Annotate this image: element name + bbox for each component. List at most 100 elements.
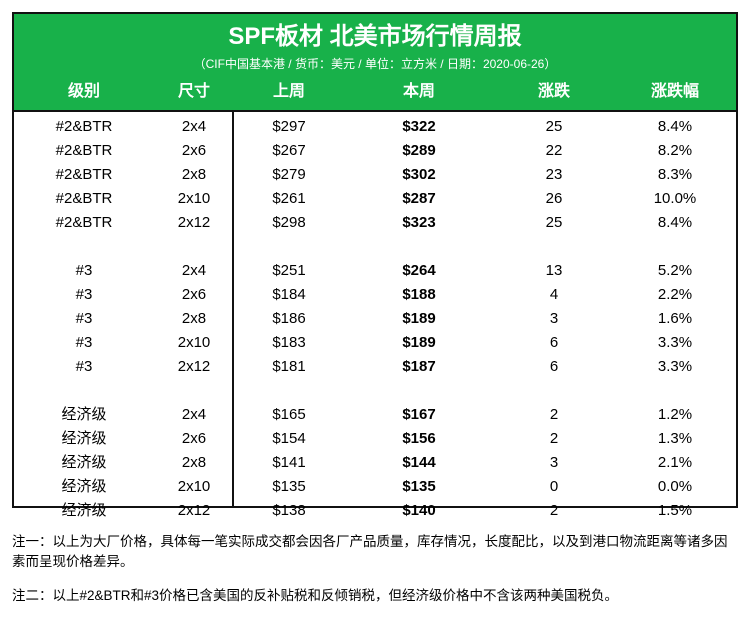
change-pct-cell: 8.4%	[657, 214, 693, 231]
this-week-cell: $289	[402, 142, 436, 159]
grade-cell: #3	[75, 358, 93, 375]
change-pct-cell: 10.0%	[653, 190, 697, 207]
grade-cell: #2&BTR	[55, 118, 113, 135]
change-pct-cell: 8.4%	[657, 118, 693, 135]
note-2: 注二：以上#2&BTR和#3价格已含美国的反补贴税和反倾销税，但经济级价格中不含…	[12, 588, 619, 603]
size-cell: 2x8	[181, 166, 207, 183]
table-row: #2&BTR 2x6 $267 $289 22 8.2%	[14, 139, 736, 163]
this-week-cell: $187	[402, 358, 436, 375]
change-cell: 6	[549, 358, 559, 375]
change-pct-cell: 1.2%	[657, 406, 693, 423]
table-row: #3 2x8 $186 $189 3 1.6%	[14, 307, 736, 331]
table-row: 经济级 2x8 $141 $144 3 2.1%	[14, 451, 736, 475]
this-week-cell: $144	[402, 454, 436, 471]
size-cell: 2x10	[177, 478, 211, 495]
last-week-cell: $154	[272, 430, 306, 447]
change-pct-cell: 8.2%	[657, 142, 693, 159]
change-pct-cell: 2.1%	[657, 454, 693, 471]
page-title: SPF板材 北美市场行情周报	[228, 23, 522, 50]
grade-cell: #2&BTR	[55, 166, 113, 183]
column-divider	[232, 112, 234, 506]
change-cell: 3	[549, 310, 559, 327]
change-cell: 2	[549, 430, 559, 447]
table-row: #3 2x10 $183 $189 6 3.3%	[14, 331, 736, 355]
grade-cell: #2&BTR	[55, 190, 113, 207]
this-week-cell: $188	[402, 286, 436, 303]
last-week-cell: $261	[272, 190, 306, 207]
grade-cell: 经济级	[61, 478, 107, 495]
change-pct-cell: 1.3%	[657, 430, 693, 447]
table-row: 经济级 2x12 $138 $140 2 1.5%	[14, 499, 736, 523]
last-week-cell: $138	[272, 502, 306, 519]
grade-cell: #2&BTR	[55, 142, 113, 159]
notes: 注一：以上为大厂价格，具体每一笔实际成交都会因各厂产品质量，库存情况，长度配比，…	[12, 532, 738, 620]
change-cell: 0	[549, 478, 559, 495]
table-row: #2&BTR 2x8 $279 $302 23 8.3%	[14, 163, 736, 187]
size-cell: 2x12	[177, 502, 211, 519]
grade-cell: #3	[75, 310, 93, 327]
change-pct-cell: 3.3%	[657, 334, 693, 351]
grade-cell: 经济级	[61, 406, 107, 423]
price-table: SPF板材 北美市场行情周报 （CIF中国基本港 / 货币：美元 / 单位：立方…	[12, 12, 738, 519]
size-cell: 2x4	[181, 406, 207, 423]
this-week-cell: $189	[402, 334, 436, 351]
this-week-cell: $302	[402, 166, 436, 183]
table-row: #3 2x12 $181 $187 6 3.3%	[14, 355, 736, 379]
note-1: 注一：以上为大厂价格，具体每一笔实际成交都会因各厂产品质量，库存情况，长度配比，…	[12, 534, 728, 569]
grade-cell: 经济级	[61, 454, 107, 471]
this-week-cell: $135	[402, 478, 436, 495]
size-cell: 2x6	[181, 430, 207, 447]
change-cell: 13	[545, 262, 563, 279]
change-cell: 23	[545, 166, 563, 183]
change-cell: 25	[545, 118, 563, 135]
table-row: 经济级 2x6 $154 $156 2 1.3%	[14, 427, 736, 451]
change-pct-cell: 0.0%	[657, 478, 693, 495]
this-week-cell: $167	[402, 406, 436, 423]
grade-cell: #3	[75, 334, 93, 351]
table-row: #2&BTR 2x10 $261 $287 26 10.0%	[14, 187, 736, 211]
column-header-change: 涨跌	[537, 83, 570, 100]
table-row: 经济级 2x4 $165 $167 2 1.2%	[14, 403, 736, 427]
change-pct-cell: 5.2%	[657, 262, 693, 279]
change-cell: 25	[545, 214, 563, 231]
change-cell: 2	[549, 406, 559, 423]
grade-cell: #3	[75, 286, 93, 303]
change-cell: 4	[549, 286, 559, 303]
column-header-size: 尺寸	[177, 83, 210, 100]
this-week-cell: $140	[402, 502, 436, 519]
change-pct-cell: 3.3%	[657, 358, 693, 375]
grade-cell: 经济级	[61, 502, 107, 519]
last-week-cell: $165	[272, 406, 306, 423]
last-week-cell: $184	[272, 286, 306, 303]
size-cell: 2x8	[181, 310, 207, 327]
last-week-cell: $183	[272, 334, 306, 351]
change-pct-cell: 2.2%	[657, 286, 693, 303]
this-week-cell: $287	[402, 190, 436, 207]
last-week-cell: $279	[272, 166, 306, 183]
column-header-grade: 级别	[67, 83, 100, 100]
size-cell: 2x8	[181, 454, 207, 471]
this-week-cell: $323	[402, 214, 436, 231]
grade-cell: #2&BTR	[55, 214, 113, 231]
table-row: #3 2x6 $184 $188 4 2.2%	[14, 283, 736, 307]
size-cell: 2x4	[181, 262, 207, 279]
column-header-change-pct: 涨跌幅	[650, 83, 699, 100]
table-header: SPF板材 北美市场行情周报 （CIF中国基本港 / 货币：美元 / 单位：立方…	[14, 14, 736, 110]
size-cell: 2x6	[181, 142, 207, 159]
size-cell: 2x4	[181, 118, 207, 135]
change-pct-cell: 1.5%	[657, 502, 693, 519]
size-cell: 2x6	[181, 286, 207, 303]
last-week-cell: $186	[272, 310, 306, 327]
last-week-cell: $297	[272, 118, 306, 135]
this-week-cell: $189	[402, 310, 436, 327]
change-cell: 3	[549, 454, 559, 471]
last-week-cell: $267	[272, 142, 306, 159]
change-pct-cell: 1.6%	[657, 310, 693, 327]
table-row: 经济级 2x10 $135 $135 0 0.0%	[14, 475, 736, 499]
grade-cell: 经济级	[61, 430, 107, 447]
size-cell: 2x12	[177, 214, 211, 231]
size-cell: 2x10	[177, 190, 211, 207]
change-cell: 22	[545, 142, 563, 159]
this-week-cell: $322	[402, 118, 436, 135]
size-cell: 2x12	[177, 358, 211, 375]
